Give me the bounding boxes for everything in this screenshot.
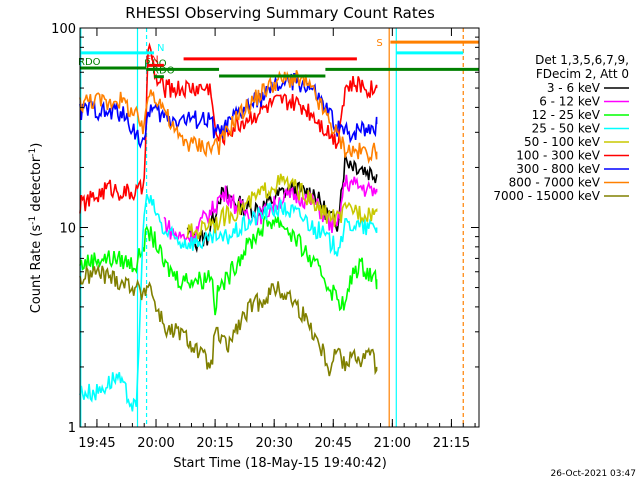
flag-label: FN	[145, 54, 158, 65]
legend-entry-label: 25 - 50 keV	[532, 122, 601, 136]
y-axis-label: Count Rate (s-1 detector-1)	[28, 143, 44, 314]
plot-region: NSRDORDOFNRDO	[78, 28, 479, 427]
x-tick-label: 21:00	[374, 436, 411, 451]
legend: Det 1,3,5,6,7,9, FDecim 2, Att 0 3 - 6 k…	[493, 53, 629, 203]
observing-flags: NSRDORDOFNRDO	[78, 38, 479, 79]
flag-label: RDO	[152, 66, 175, 77]
flag-label: N	[157, 43, 164, 54]
x-axis-label: Start Time (18-May-15 19:40:42)	[173, 456, 387, 471]
x-tick-label: 20:15	[196, 436, 233, 451]
legend-entry-label: 800 - 7000 keV	[509, 176, 601, 190]
x-tick-label: 20:00	[137, 436, 174, 451]
y-axis-label-sup: -1	[28, 216, 38, 225]
series-lines	[79, 42, 378, 412]
flag-label: S	[376, 38, 382, 49]
legend-entry-label: 6 - 12 keV	[539, 95, 601, 109]
series-line-4	[186, 173, 378, 240]
y-tick-label: 1	[68, 421, 76, 436]
series-line-7	[79, 70, 378, 165]
legend-entry-label: 7000 - 15000 keV	[493, 189, 600, 203]
x-axis: 19:45 20:00 20:15 20:30 20:45 21:00 21:15	[78, 28, 476, 451]
legend-entry-label: 12 - 25 keV	[532, 108, 601, 122]
chart-title: RHESSI Observing Summary Count Rates	[125, 4, 435, 22]
series-line-3	[79, 193, 378, 412]
series-line-2	[79, 215, 378, 316]
y-axis-label-sup-2: -1	[28, 148, 38, 157]
legend-entry-label: 300 - 800 keV	[516, 162, 600, 176]
x-tick-label: 21:15	[433, 436, 470, 451]
x-tick-label: 19:45	[78, 436, 115, 451]
y-axis-label-tail: detector	[29, 156, 44, 216]
legend-entry-label: 100 - 300 keV	[516, 149, 600, 163]
x-tick-label: 20:30	[255, 436, 292, 451]
x-tick-label: 20:45	[315, 436, 352, 451]
y-axis-label-main: Count Rate (s	[29, 225, 44, 314]
series-line-5	[79, 42, 378, 214]
generation-timestamp: 26-Oct-2021 03:47	[551, 469, 636, 479]
y-axis-label-close: )	[29, 143, 44, 148]
series-line-0	[186, 153, 378, 254]
y-tick-label: 10	[59, 222, 76, 237]
legend-header-line-1: Det 1,3,5,6,7,9,	[535, 53, 629, 67]
legend-header-line-2: FDecim 2, Att 0	[536, 67, 629, 81]
series-line-8	[79, 264, 378, 377]
y-tick-label: 100	[51, 22, 76, 37]
y-axis: 1 10 100	[51, 22, 479, 436]
legend-entry-label: 50 - 100 keV	[524, 135, 601, 149]
flag-label: RDO	[78, 57, 101, 68]
legend-entry-label: 3 - 6 keV	[547, 81, 601, 95]
